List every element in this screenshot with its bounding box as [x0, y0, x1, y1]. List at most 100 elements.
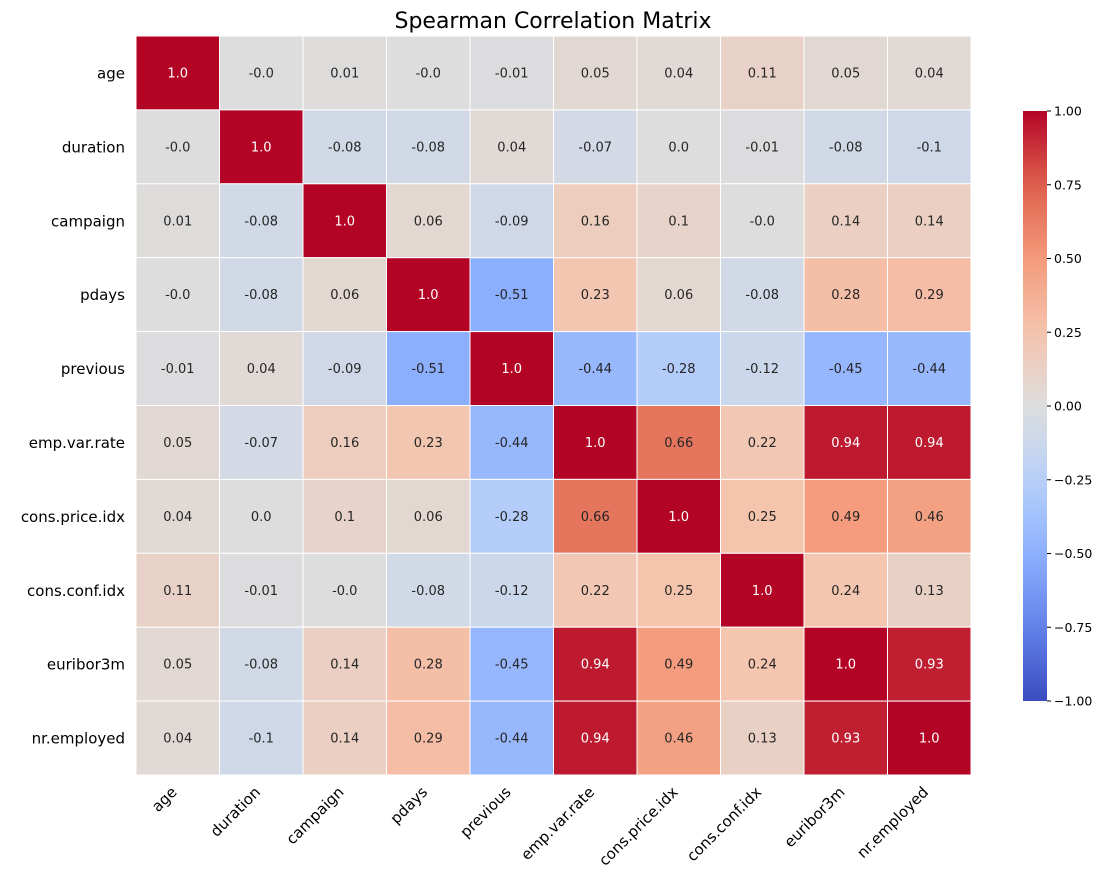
cell-campaign-campaign — [302, 183, 387, 259]
cell-value-label: -0.01 — [244, 584, 278, 599]
cell-value-label: 0.04 — [915, 66, 944, 81]
cell-euribor3m-previous — [469, 626, 554, 702]
cell-campaign-cons-conf-idx — [720, 183, 805, 259]
cell-value-label: -0.08 — [328, 140, 362, 155]
cell-campaign-cons-price-idx — [636, 183, 721, 259]
cell-cons-price-idx-pdays — [386, 478, 471, 554]
cell-value-label: 0.04 — [247, 362, 276, 377]
cell-campaign-age — [135, 183, 220, 259]
cell-cons-price-idx-age — [135, 478, 220, 554]
colorbar-tick-label: −0.50 — [1054, 546, 1092, 561]
y-tick-label-euribor3m: euribor3m — [47, 656, 125, 674]
cell-value-label: 0.49 — [831, 510, 860, 525]
colorbar-gradient — [1023, 111, 1047, 701]
colorbar-tick-label: 1.00 — [1054, 104, 1082, 119]
colorbar-tick-label: −0.75 — [1054, 620, 1092, 635]
cell-value-label: 0.1 — [334, 510, 355, 525]
y-axis-labels: age duration campaign pdays previous emp.var.… — [21, 64, 125, 747]
x-tick-label-duration: duration — [207, 783, 264, 840]
cell-value-label: 1.0 — [418, 288, 439, 303]
cell-value-label: 0.01 — [330, 66, 359, 81]
x-tick-label-emp-var-rate: emp.var.rate — [517, 783, 598, 864]
cell-value-label: 0.94 — [831, 436, 860, 451]
cell-nr-employed-duration — [219, 700, 304, 776]
cell-cons-price-idx-euribor3m — [803, 478, 888, 554]
cell-value-label: 0.49 — [664, 658, 693, 673]
cell-value-label: -0.08 — [745, 288, 779, 303]
cell-duration-cons-conf-idx — [720, 109, 805, 185]
cell-value-label: 0.16 — [581, 214, 610, 229]
cell-cons-conf-idx-campaign — [302, 552, 387, 628]
cell-emp-var-rate-previous — [469, 405, 554, 480]
colorbar-tick-label: −1.00 — [1054, 694, 1092, 709]
cell-cons-conf-idx-emp-var-rate — [553, 552, 638, 628]
cell-value-label: -0.08 — [829, 140, 863, 155]
cell-value-label: 1.0 — [585, 436, 606, 451]
cell-age-campaign — [302, 35, 387, 111]
cell-previous-cons-price-idx — [636, 331, 721, 407]
cell-nr-employed-previous — [469, 700, 554, 776]
cell-cons-price-idx-cons-price-idx — [636, 478, 721, 554]
cell-value-label: -0.07 — [578, 140, 612, 155]
cell-cons-price-idx-nr-employed — [887, 478, 972, 554]
y-tick-label-duration: duration — [62, 138, 125, 156]
cell-value-label: 0.11 — [748, 66, 777, 81]
cell-value-label: -0.0 — [165, 140, 190, 155]
cell-euribor3m-pdays — [386, 626, 471, 702]
cell-value-label: 0.06 — [664, 288, 693, 303]
cell-emp-var-rate-euribor3m — [803, 405, 888, 480]
cell-pdays-age — [135, 257, 220, 333]
cell-value-label: -0.09 — [495, 214, 529, 229]
colorbar-tick-label: 0.50 — [1054, 251, 1082, 266]
cell-previous-euribor3m — [803, 331, 888, 407]
cell-euribor3m-campaign — [302, 626, 387, 702]
cell-age-age — [135, 35, 220, 111]
cell-value-label: 1.0 — [919, 732, 940, 747]
cell-value-label: 1.0 — [668, 510, 689, 525]
cell-value-label: 0.94 — [581, 658, 610, 673]
x-tick-label-cons-conf-idx: cons.conf.idx — [683, 783, 765, 865]
cell-value-label: 1.0 — [835, 658, 856, 673]
cell-value-label: 0.14 — [831, 214, 860, 229]
y-tick-label-age: age — [97, 64, 125, 82]
cell-value-label: -0.0 — [249, 66, 274, 81]
cell-previous-emp-var-rate — [553, 331, 638, 407]
cell-nr-employed-cons-conf-idx — [720, 700, 805, 776]
cell-duration-euribor3m — [803, 109, 888, 185]
cell-value-label: 1.0 — [251, 140, 272, 155]
cell-pdays-nr-employed — [887, 257, 972, 333]
cell-value-label: -0.08 — [244, 658, 278, 673]
cell-cons-price-idx-emp-var-rate — [553, 478, 638, 554]
cell-previous-previous — [469, 331, 554, 407]
cell-value-label: -0.45 — [829, 362, 863, 377]
cell-duration-duration — [219, 109, 304, 185]
cell-value-label: -0.1 — [917, 140, 942, 155]
cell-value-label: 0.14 — [915, 214, 944, 229]
cell-cons-conf-idx-duration — [219, 552, 304, 628]
x-tick-label-campaign: campaign — [283, 783, 348, 848]
cell-nr-employed-campaign — [302, 700, 387, 776]
cell-value-label: 0.28 — [414, 658, 443, 673]
cell-pdays-cons-conf-idx — [720, 257, 805, 333]
cell-value-label: -0.0 — [750, 214, 775, 229]
cell-nr-employed-cons-price-idx — [636, 700, 721, 776]
cell-value-label: 0.66 — [664, 436, 693, 451]
cell-value-label: -0.0 — [416, 66, 441, 81]
y-tick-label-pdays: pdays — [80, 286, 125, 304]
cell-nr-employed-pdays — [386, 700, 471, 776]
cell-pdays-emp-var-rate — [553, 257, 638, 333]
cell-value-label: 0.16 — [330, 436, 359, 451]
cell-euribor3m-cons-price-idx — [636, 626, 721, 702]
cell-value-label: 0.14 — [330, 658, 359, 673]
cell-duration-campaign — [302, 109, 387, 185]
cell-value-label: 0.66 — [581, 510, 610, 525]
x-tick-label-euribor3m: euribor3m — [781, 783, 849, 851]
cell-value-label: 1.0 — [334, 214, 355, 229]
cell-value-label: -0.09 — [328, 362, 362, 377]
cell-nr-employed-age — [135, 700, 220, 776]
cell-value-label: 0.46 — [664, 732, 693, 747]
cell-value-label: 0.0 — [251, 510, 272, 525]
cell-value-label: 0.93 — [915, 658, 944, 673]
cell-value-label: 0.04 — [497, 140, 526, 155]
cell-value-label: 0.94 — [581, 732, 610, 747]
